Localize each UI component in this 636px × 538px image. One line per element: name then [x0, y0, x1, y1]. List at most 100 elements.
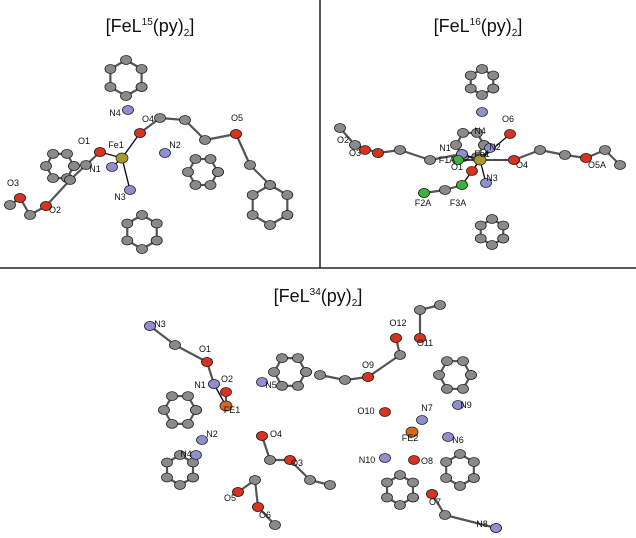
atom-label: O11 [417, 338, 433, 348]
atom-label: N5 [265, 380, 277, 390]
atom-label: O2 [337, 135, 349, 145]
atom [265, 221, 276, 230]
atom [442, 384, 453, 393]
atom [407, 478, 418, 487]
atom [487, 215, 498, 224]
atom [434, 371, 445, 380]
atom [25, 211, 36, 220]
atom [213, 168, 224, 177]
atom [247, 211, 258, 220]
atom [205, 180, 216, 189]
atom [125, 186, 136, 195]
atom [293, 381, 304, 390]
atom-label: N9 [460, 400, 472, 410]
atom-label: FE2 [402, 433, 419, 443]
atom [560, 151, 571, 160]
atom-label: Fe1 [474, 149, 490, 159]
atom [151, 219, 162, 228]
atom-label: N4 [180, 449, 192, 459]
atom-label: N4 [109, 108, 121, 118]
title-base: [FeL [106, 16, 142, 36]
title-mid: (py) [481, 16, 512, 36]
atom [15, 194, 26, 203]
atom-label: N3 [114, 192, 126, 202]
atom [190, 155, 201, 164]
atom [435, 301, 446, 310]
atom [269, 368, 280, 377]
atom [335, 124, 346, 133]
atom [277, 354, 288, 363]
atom [191, 451, 202, 460]
atom [491, 524, 502, 533]
atom [162, 458, 173, 467]
atom [615, 161, 626, 170]
atom [477, 108, 488, 117]
atom [477, 91, 488, 100]
atom [457, 181, 468, 190]
atom [48, 149, 59, 158]
atom [41, 162, 52, 171]
atom [202, 358, 213, 367]
atom-label: N4 [474, 126, 486, 136]
atom-label: O10 [357, 406, 374, 416]
atom [205, 155, 216, 164]
title-sup: 15 [142, 17, 154, 28]
atom [277, 381, 288, 390]
atom [282, 211, 293, 220]
atom [477, 65, 488, 74]
atom-label: O4 [142, 114, 154, 124]
atom [122, 219, 133, 228]
atom-label: N7 [421, 403, 433, 413]
atom-label: O9 [362, 360, 374, 370]
atom-label: Fe1 [108, 140, 124, 150]
atom [315, 371, 326, 380]
atom-label: O3 [349, 148, 361, 158]
panel-title: [FeL16(py)2] [434, 16, 523, 39]
atom [465, 84, 476, 93]
atom [305, 476, 316, 485]
atom-label: O6 [502, 114, 514, 124]
atom [245, 161, 256, 170]
atom [458, 357, 469, 366]
atom-label: N2 [489, 142, 501, 152]
atom [155, 114, 166, 123]
atom [167, 419, 178, 428]
atom-label: O4 [270, 429, 282, 439]
atom [395, 501, 406, 510]
atom-label: O1 [78, 136, 90, 146]
atom [135, 129, 146, 138]
atom [380, 454, 391, 463]
atom [458, 128, 469, 137]
atom [498, 221, 509, 230]
atom [475, 221, 486, 230]
atom [488, 71, 499, 80]
atom [455, 482, 466, 491]
atom [382, 493, 393, 502]
atom [419, 189, 430, 198]
atom [187, 473, 198, 482]
panel-title: [FeL15(py)2] [106, 16, 195, 39]
atom [183, 392, 194, 401]
atom [395, 351, 406, 360]
atom [136, 83, 147, 92]
atom [395, 146, 406, 155]
atom [465, 71, 476, 80]
atom [467, 167, 478, 176]
atom-label: F2A [415, 198, 432, 208]
atom-label: N3 [486, 173, 498, 183]
atom-label: O5 [231, 113, 243, 123]
atom [265, 456, 276, 465]
bond [46, 180, 70, 206]
atom [170, 341, 181, 350]
atom [159, 406, 170, 415]
atom [440, 511, 451, 520]
atom [183, 419, 194, 428]
title-end: ] [357, 286, 362, 306]
atom [62, 149, 73, 158]
atom [107, 163, 118, 172]
title-base: [FeL [274, 286, 310, 306]
atom [48, 174, 59, 183]
atom [325, 481, 336, 490]
atom-label: O3 [7, 178, 19, 188]
